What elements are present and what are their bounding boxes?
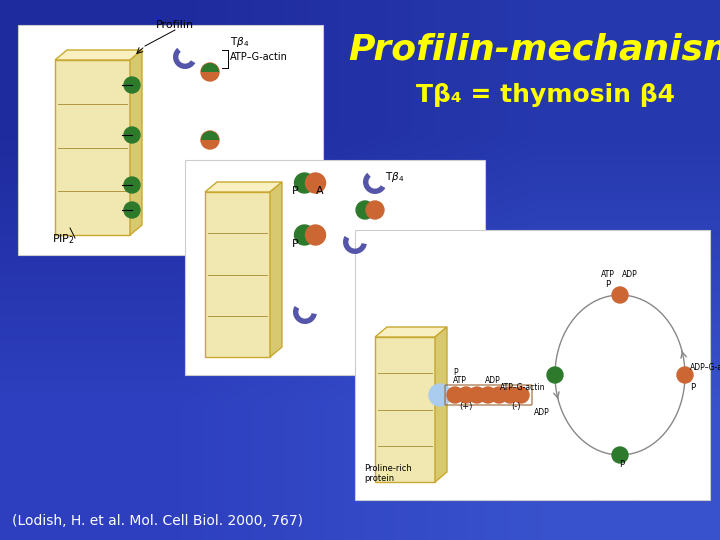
Circle shape — [502, 387, 518, 403]
Text: (-): (-) — [511, 402, 521, 411]
Polygon shape — [130, 50, 142, 235]
Text: P: P — [606, 280, 611, 289]
Text: P: P — [453, 368, 458, 377]
Text: Profilin-mechanism: Profilin-mechanism — [348, 33, 720, 67]
Text: Profilin: Profilin — [156, 20, 194, 30]
Circle shape — [124, 177, 140, 193]
Circle shape — [612, 447, 628, 463]
Text: Tβ₄ = thymosin β4: Tβ₄ = thymosin β4 — [415, 83, 675, 107]
Text: A: A — [316, 186, 324, 196]
Circle shape — [491, 387, 507, 403]
Text: P: P — [690, 383, 695, 392]
FancyBboxPatch shape — [185, 160, 485, 375]
FancyBboxPatch shape — [18, 25, 323, 255]
Text: ATP–G-actin: ATP–G-actin — [500, 383, 546, 392]
Text: P: P — [619, 460, 624, 469]
Wedge shape — [201, 63, 219, 72]
Polygon shape — [205, 192, 270, 357]
Polygon shape — [270, 182, 282, 357]
Circle shape — [458, 387, 474, 403]
Circle shape — [547, 367, 563, 383]
FancyBboxPatch shape — [355, 230, 710, 500]
Text: Proline-rich
protein: Proline-rich protein — [364, 464, 412, 483]
Text: (+): (+) — [459, 402, 472, 411]
Polygon shape — [435, 327, 447, 482]
Polygon shape — [55, 50, 142, 60]
Circle shape — [447, 387, 463, 403]
Polygon shape — [205, 182, 282, 192]
Text: ADP: ADP — [622, 270, 638, 279]
Circle shape — [124, 202, 140, 218]
Circle shape — [201, 63, 219, 81]
Polygon shape — [375, 327, 447, 337]
Wedge shape — [201, 131, 219, 140]
Text: ATP–G-actin: ATP–G-actin — [230, 52, 288, 62]
Text: (Lodish, H. et al. Mol. Cell Biol. 2000, 767): (Lodish, H. et al. Mol. Cell Biol. 2000,… — [12, 514, 303, 528]
Circle shape — [294, 173, 315, 193]
Text: PIP$_2$: PIP$_2$ — [52, 232, 75, 246]
Circle shape — [305, 173, 325, 193]
Circle shape — [201, 131, 219, 149]
Polygon shape — [55, 60, 130, 235]
Circle shape — [356, 201, 374, 219]
Text: ADP: ADP — [485, 376, 500, 385]
Circle shape — [124, 77, 140, 93]
Text: ATP: ATP — [601, 270, 615, 279]
Circle shape — [513, 387, 529, 403]
Circle shape — [305, 225, 325, 245]
Circle shape — [294, 225, 315, 245]
Text: ADP: ADP — [534, 408, 550, 417]
Wedge shape — [343, 236, 366, 254]
Wedge shape — [363, 173, 385, 194]
Text: ATP: ATP — [453, 376, 467, 385]
Circle shape — [429, 384, 451, 406]
Circle shape — [612, 287, 628, 303]
Circle shape — [366, 201, 384, 219]
Text: T$\beta_4$: T$\beta_4$ — [230, 35, 249, 49]
Text: P: P — [292, 186, 298, 196]
Text: P: P — [292, 239, 298, 249]
Text: T$\beta_4$: T$\beta_4$ — [385, 170, 404, 184]
Circle shape — [124, 127, 140, 143]
Text: ADP–G-actin: ADP–G-actin — [690, 363, 720, 372]
Wedge shape — [293, 306, 317, 324]
Wedge shape — [173, 48, 195, 69]
Circle shape — [480, 387, 496, 403]
Circle shape — [469, 387, 485, 403]
Circle shape — [677, 367, 693, 383]
Polygon shape — [375, 337, 435, 482]
